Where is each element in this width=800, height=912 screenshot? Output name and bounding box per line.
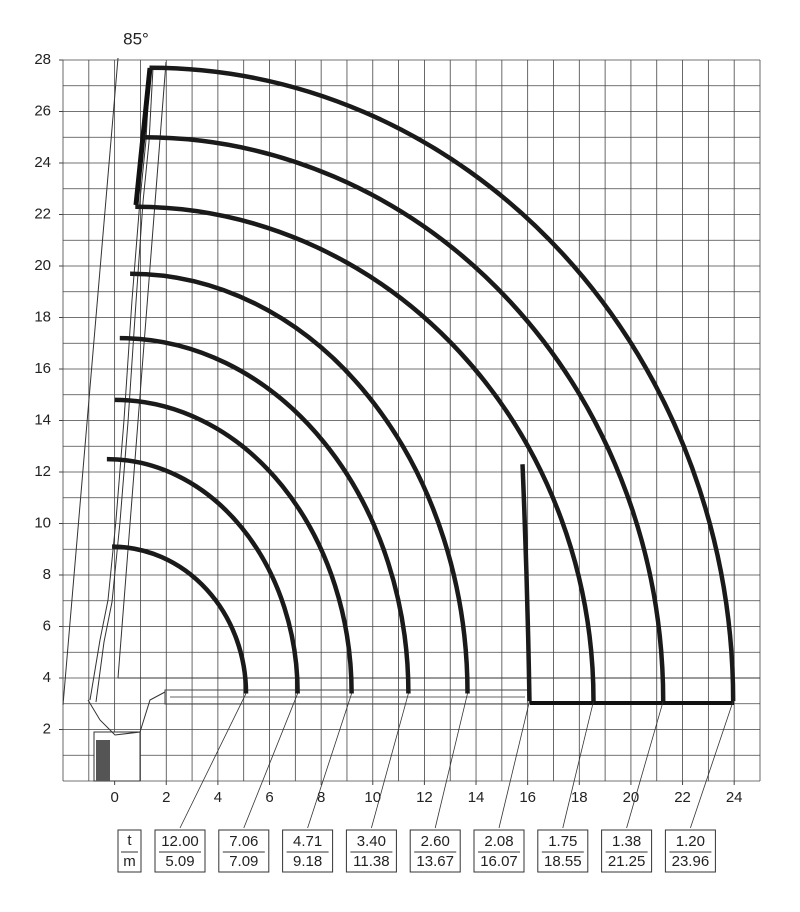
y-tick-label: 12 (34, 463, 51, 480)
envelope-arc (130, 271, 470, 694)
load-value: 2.08 (484, 833, 513, 850)
load-value: 3.40 (357, 833, 386, 850)
load-box (601, 829, 653, 873)
leader-line (243, 693, 299, 829)
x-tick-label: 10 (364, 789, 381, 806)
x-tick-label: 6 (265, 789, 273, 806)
boom-tip (133, 67, 153, 206)
crane-column (96, 740, 110, 781)
leader-line (179, 693, 247, 829)
leader-line (562, 701, 594, 829)
load-box (473, 829, 525, 873)
load-table: t m 12.00 5.09 7.06 7.09 4.71 9.18 3.40 11.38 2.… (117, 693, 734, 873)
load-box (664, 829, 716, 873)
x-tick-label: 8 (317, 789, 325, 806)
load-box (282, 829, 334, 873)
unit-label: m (123, 853, 136, 870)
y-tick-label: 10 (34, 514, 51, 531)
y-tick-label: 28 (34, 51, 51, 68)
x-tick-label: 2 (162, 789, 170, 806)
load-box (409, 829, 461, 873)
x-tick-label: 12 (416, 789, 433, 806)
envelope-arc (520, 464, 532, 702)
radius-value: 5.09 (165, 853, 194, 870)
angle-label: 85° (123, 29, 149, 48)
y-tick-label: 4 (43, 669, 51, 686)
load-value: 2.60 (421, 833, 450, 850)
load-box (154, 829, 206, 873)
radius-value: 11.38 (353, 853, 389, 870)
x-tick-label: 24 (726, 789, 743, 806)
unit-label: t (127, 832, 132, 849)
load-box (345, 829, 397, 873)
radius-value: 23.96 (672, 853, 710, 870)
load-box (537, 829, 589, 873)
x-tick-label: 14 (468, 789, 485, 806)
leader-line (307, 693, 352, 829)
load-box (218, 829, 270, 873)
radius-value: 21.25 (608, 853, 646, 870)
leader-line (626, 701, 664, 829)
knuckle (87, 691, 166, 736)
radius-value: 13.67 (416, 853, 454, 870)
envelope-arc (149, 65, 736, 702)
load-value: 7.06 (229, 833, 258, 850)
envelopes (106, 65, 736, 702)
load-value: 1.38 (612, 833, 641, 850)
y-tick-label: 18 (34, 308, 51, 325)
x-tick-label: 22 (674, 789, 691, 806)
leader-line (498, 701, 530, 829)
x-tick-label: 20 (623, 789, 640, 806)
x-tick-label: 0 (110, 789, 118, 806)
load-value: 12.00 (161, 833, 199, 850)
boom (95, 67, 154, 703)
x-tick-label: 4 (214, 789, 222, 806)
unit-box (117, 829, 142, 873)
boom (89, 67, 151, 701)
y-tick-label: 2 (43, 720, 51, 737)
y-tick-label: 16 (34, 360, 51, 377)
radius-value: 16.07 (480, 853, 518, 870)
x-tick-label: 18 (571, 789, 588, 806)
radius-value: 9.18 (293, 853, 322, 870)
envelope-arc (112, 544, 249, 694)
y-tick-label: 14 (34, 411, 51, 428)
y-tick-label: 20 (34, 257, 51, 274)
leader-line (371, 693, 409, 829)
y-tick-label: 6 (43, 617, 51, 634)
load-value: 1.75 (548, 833, 577, 850)
radius-value: 7.09 (229, 853, 258, 870)
leader-line (434, 693, 468, 829)
y-tick-label: 24 (34, 154, 51, 171)
load-value: 1.20 (676, 833, 705, 850)
envelope-arc (143, 135, 666, 702)
leader-line (690, 701, 734, 829)
envelope-arc (114, 397, 354, 694)
y-tick-label: 26 (34, 102, 51, 119)
y-tick-label: 8 (43, 566, 51, 583)
angle-line (62, 57, 119, 706)
load-value: 4.71 (293, 833, 322, 850)
x-tick-label: 16 (519, 789, 536, 806)
y-tick-label: 22 (34, 205, 51, 222)
radius-value: 18.55 (544, 853, 582, 870)
boom-drawing (62, 57, 760, 782)
envelope-arc (119, 335, 411, 694)
angle-line (117, 61, 167, 679)
envelope-arc (135, 204, 596, 702)
envelope-arc (106, 456, 300, 694)
